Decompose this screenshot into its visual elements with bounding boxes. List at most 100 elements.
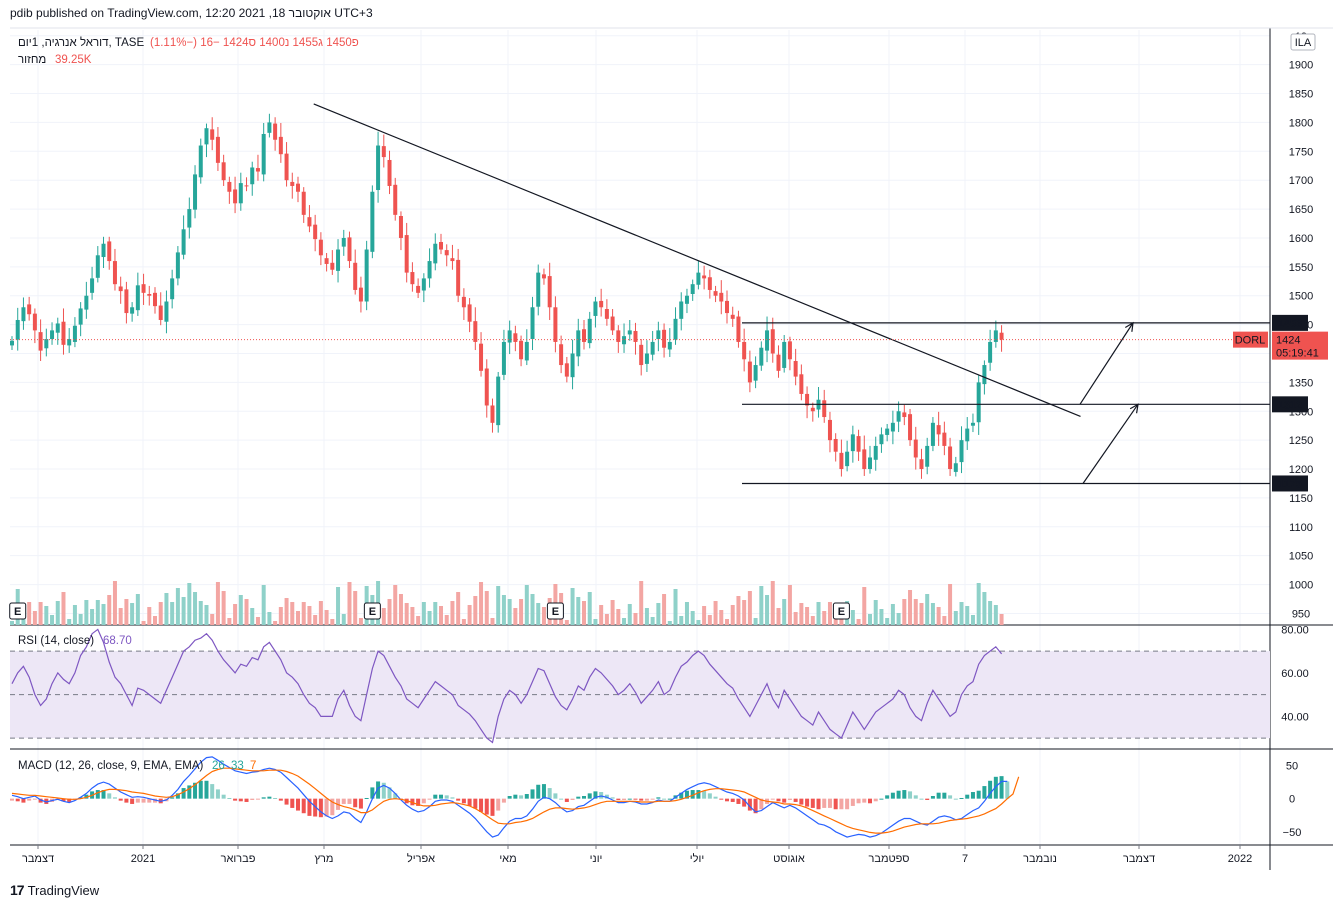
macd-histogram-bar [547, 788, 552, 799]
candle-body [296, 183, 300, 192]
candle-body [667, 341, 672, 350]
volume-bar [410, 607, 415, 625]
price-tick-label: 1700 [1289, 175, 1313, 187]
volume-bar [204, 605, 209, 625]
candle-body [913, 439, 918, 458]
candle-body [622, 336, 627, 345]
macd-histogram-bar [473, 798, 478, 809]
macd-histogram-bar [667, 798, 672, 800]
last-price-value: 1424 [1276, 335, 1300, 347]
volume-bar [38, 602, 43, 625]
candle-body [787, 341, 792, 360]
macd-histogram-bar [816, 798, 821, 810]
macd-label: MACD (12, 26, close, 9, EMA, EMA) [18, 760, 204, 772]
candle-body [284, 153, 289, 181]
time-tick-label: מאי [499, 853, 516, 865]
volume-bar [999, 614, 1004, 625]
candle-body [942, 432, 947, 446]
volume-bar [890, 604, 895, 625]
candle-body [507, 330, 512, 343]
macd-histogram-bar [107, 793, 112, 799]
macd-histogram-bar [730, 798, 735, 802]
volume-bar [318, 601, 323, 625]
macd-histogram-bar [810, 798, 815, 808]
volume-bar [490, 618, 495, 625]
macd-histogram-bar [559, 798, 564, 800]
candle-body [90, 278, 95, 293]
earnings-marker-box [832, 602, 850, 620]
candle-body [702, 275, 707, 279]
currency-badge[interactable]: ILA [1290, 33, 1316, 51]
volume-bar [604, 614, 609, 625]
macd-histogram-bar [484, 798, 489, 815]
macd-histogram-bar [181, 788, 186, 799]
volume-bar [221, 591, 226, 625]
macd-tick-label: −50 [1283, 827, 1302, 839]
macd-histogram-bar [290, 798, 295, 808]
macd-histogram-bar [753, 798, 758, 814]
volume-bar [856, 619, 861, 625]
price-tick-label: 1000 [1289, 580, 1313, 592]
volume-bar [324, 610, 329, 625]
earnings-marker-box [9, 602, 27, 620]
candle-body [570, 353, 575, 378]
macd-histogram-bar [759, 798, 764, 810]
candle-body [370, 191, 375, 252]
time-tick-label: 7 [962, 853, 968, 865]
tradingview-logo-icon[interactable]: 17 [10, 882, 25, 898]
volume-bar [925, 594, 930, 625]
candle-body [101, 243, 106, 258]
macd-histogram-bar [885, 795, 890, 799]
volume-bar [816, 602, 821, 625]
candle-body [799, 374, 804, 394]
macd-histogram-bar [112, 797, 117, 799]
volume-bar [587, 592, 592, 625]
candle-body [662, 329, 667, 348]
candle-body [467, 304, 472, 322]
macd-histogram-bar [318, 798, 323, 818]
macd-histogram-bar [227, 797, 232, 799]
macd-histogram-bar [187, 785, 192, 799]
macd-histogram-bar [204, 780, 209, 799]
macd-histogram-bar [925, 798, 930, 800]
candle-body [730, 314, 735, 319]
candle-body [490, 405, 495, 423]
macd-histogram-bar [862, 798, 867, 803]
macd-histogram-bar [255, 798, 260, 800]
macd-histogram-bar [175, 793, 180, 799]
candle-body [267, 122, 272, 133]
price-tick-label: 1800 [1289, 117, 1313, 129]
candle-body [839, 452, 844, 470]
macd-histogram-bar [656, 797, 661, 799]
volume-bar [976, 583, 981, 625]
volume-bar [805, 607, 810, 625]
volume-bar [21, 616, 26, 625]
candle-body [593, 301, 598, 316]
time-tick-label: נובמבר [1023, 853, 1057, 865]
drawings [10, 103, 1270, 485]
time-tick-label: אפריל [407, 852, 435, 865]
candle-body [50, 330, 55, 340]
candle-body [759, 347, 764, 366]
volume-bar [536, 603, 541, 625]
candle-body [776, 354, 781, 371]
volume-bar [284, 598, 289, 625]
candle-body [227, 181, 232, 192]
macd-histogram-bar [799, 798, 804, 805]
volume-bar [444, 615, 449, 625]
volume-bar [730, 605, 735, 625]
earnings-marker-label: E [552, 606, 559, 618]
candle-body [164, 301, 169, 322]
volume-bar [616, 609, 621, 625]
earnings-marker-box [363, 602, 381, 620]
candle-body [850, 434, 855, 452]
macd-histogram-bar [908, 791, 913, 799]
brand-name[interactable]: TradingView [27, 882, 100, 898]
macd-histogram-bar [702, 790, 707, 799]
macd-histogram-bar [141, 798, 146, 803]
volume-bar [519, 599, 524, 625]
volume-bar [679, 616, 684, 625]
volume-bar [953, 611, 958, 625]
